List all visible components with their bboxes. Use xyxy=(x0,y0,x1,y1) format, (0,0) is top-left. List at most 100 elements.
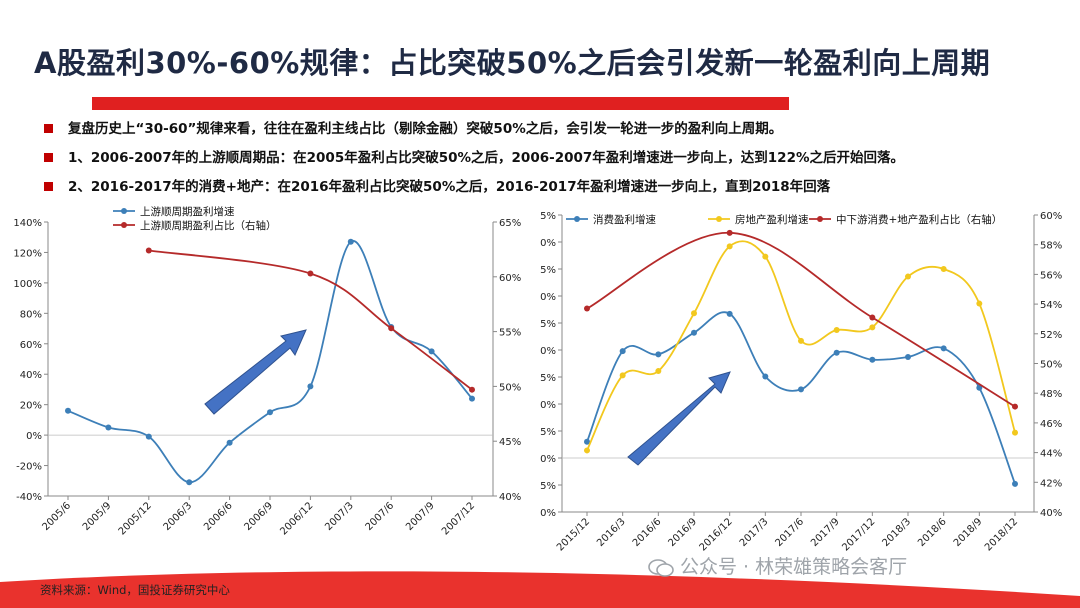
trend-arrow xyxy=(627,371,731,466)
wechat-icon xyxy=(648,558,674,577)
data-point xyxy=(798,386,804,393)
right-tick-label: 48% xyxy=(1040,389,1062,400)
bullet-marker xyxy=(44,153,53,162)
bullet-item: 2、2016-2017年的消费+地产：在2016年盈利占比突破50%之后，201… xyxy=(44,176,904,205)
bullet-list: 复盘历史上“30-60”规律来看，往往在盈利主线占比（剔除金融）突破50%之后，… xyxy=(44,118,904,205)
x-tick-label: 2007/6 xyxy=(364,500,397,533)
left-tick-label: 80% xyxy=(20,309,42,320)
page-title: A股盈利30%-60%规律：占比突破50%之后会引发新一轮盈利向上周期 xyxy=(34,46,991,80)
right-tick-label: 60% xyxy=(1040,211,1062,222)
x-tick-label: 2017/12 xyxy=(840,516,877,553)
chart-consumption-realestate: -10% -5% 0% 5% 10% 15% 20% 25% 30% 35% 40% 45% 40% 42… xyxy=(540,211,1062,553)
x-tick-label: 2016/3 xyxy=(595,516,628,549)
data-point xyxy=(869,324,876,331)
left-tick-label: 140% xyxy=(13,218,42,229)
legend-marker xyxy=(574,216,580,222)
right-tick-label: 60% xyxy=(499,273,521,284)
right-tick-label: 45% xyxy=(499,437,521,448)
legend-label: 消费盈利增速 xyxy=(593,213,656,226)
x-tick-label: 2017/6 xyxy=(773,516,806,549)
x-tick-label: 2017/3 xyxy=(738,516,771,549)
x-tick-label: 2007/12 xyxy=(440,500,477,537)
legend-label: 房地产盈利增速 xyxy=(735,213,809,226)
data-point xyxy=(347,238,354,245)
right-tick-label: 46% xyxy=(1040,419,1062,430)
trend-arrow xyxy=(204,329,307,415)
right-tick-label: 40% xyxy=(499,492,521,503)
data-point xyxy=(940,345,947,352)
data-point xyxy=(762,253,769,260)
right-tick-label: 50% xyxy=(499,382,521,393)
x-tick-label: 2007/3 xyxy=(323,500,356,533)
x-tick-label: 2006/9 xyxy=(242,500,275,533)
data-point xyxy=(1012,403,1018,410)
left-tick-label: 5% xyxy=(540,427,556,438)
bullet-text: 2、2016-2017年的消费+地产：在2016年盈利占比突破50%之后，201… xyxy=(68,179,831,195)
x-tick-label: 2018/3 xyxy=(880,516,913,549)
left-tick-label: 0% xyxy=(26,431,42,442)
x-tick-label: 2006/3 xyxy=(162,500,195,533)
data-point xyxy=(388,325,395,332)
series-line xyxy=(586,240,1016,451)
left-tick-label: -5% xyxy=(540,481,556,492)
data-point xyxy=(726,243,733,250)
x-tick-label: 2007/9 xyxy=(404,500,437,533)
x-tick-label: 2005/12 xyxy=(117,500,154,537)
x-tick-label: 2016/12 xyxy=(698,516,735,553)
left-tick-label: 40% xyxy=(20,370,42,381)
legend-label: 中下游消费+地产盈利占比（右轴） xyxy=(836,213,1002,226)
left-tick-label: 40% xyxy=(540,238,556,249)
x-tick-label: 2018/6 xyxy=(916,516,949,549)
data-point xyxy=(145,247,152,254)
title-underline xyxy=(92,97,789,110)
left-tick-label: 60% xyxy=(20,340,42,351)
left-tick-label: 120% xyxy=(13,248,42,259)
data-point xyxy=(655,368,662,375)
data-point xyxy=(145,433,152,440)
footer-swoosh xyxy=(0,571,1080,608)
data-point xyxy=(267,409,273,416)
right-tick-label: 54% xyxy=(1040,300,1062,311)
x-tick-label: 2006/12 xyxy=(278,500,315,537)
right-tick-label: 44% xyxy=(1040,449,1062,460)
data-point xyxy=(584,447,590,454)
source-note: 资料来源：Wind，国投证券研究中心 xyxy=(40,583,230,597)
x-tick-label: 2015/12 xyxy=(555,516,592,553)
left-tick-label: 35% xyxy=(540,265,556,276)
left-tick-label: 20% xyxy=(20,401,42,412)
right-tick-label: 58% xyxy=(1040,241,1062,252)
data-point xyxy=(976,300,983,307)
footer-band xyxy=(0,566,1080,608)
data-point xyxy=(226,439,233,446)
data-point xyxy=(726,310,733,317)
right-tick-label: 65% xyxy=(499,218,521,229)
data-point xyxy=(469,395,475,402)
bullet-marker xyxy=(44,182,53,191)
bullet-marker xyxy=(44,124,53,133)
left-tick-label: 25% xyxy=(540,319,556,330)
data-point xyxy=(186,479,193,486)
data-point xyxy=(584,438,590,445)
bullet-text: 复盘历史上“30-60”规律来看，往往在盈利主线占比（剔除金融）突破50%之后，… xyxy=(68,121,783,137)
legend-marker xyxy=(121,222,127,228)
bullet-item: 1、2006-2007年的上游顺周期品：在2005年盈利占比突破50%之后，20… xyxy=(44,147,904,176)
data-point xyxy=(655,351,662,358)
left-tick-label: -20% xyxy=(16,462,42,473)
left-tick-label: 100% xyxy=(13,279,42,290)
left-tick-label: 15% xyxy=(540,373,556,384)
legend-marker xyxy=(121,208,127,214)
left-tick-label: -40% xyxy=(16,492,42,503)
data-point xyxy=(1012,429,1018,436)
data-point xyxy=(940,266,947,272)
right-tick-label: 42% xyxy=(1040,478,1062,489)
data-point xyxy=(307,383,314,390)
bullet-text: 1、2006-2007年的上游顺周期品：在2005年盈利占比突破50%之后，20… xyxy=(68,150,904,166)
right-tick-label: 56% xyxy=(1040,270,1062,281)
right-tick-label: 50% xyxy=(1040,360,1062,371)
data-point xyxy=(469,386,475,393)
data-point xyxy=(976,384,983,391)
series-line xyxy=(586,231,1016,408)
data-point xyxy=(726,229,733,236)
data-point xyxy=(905,354,911,361)
left-tick-label: 30% xyxy=(540,292,556,303)
